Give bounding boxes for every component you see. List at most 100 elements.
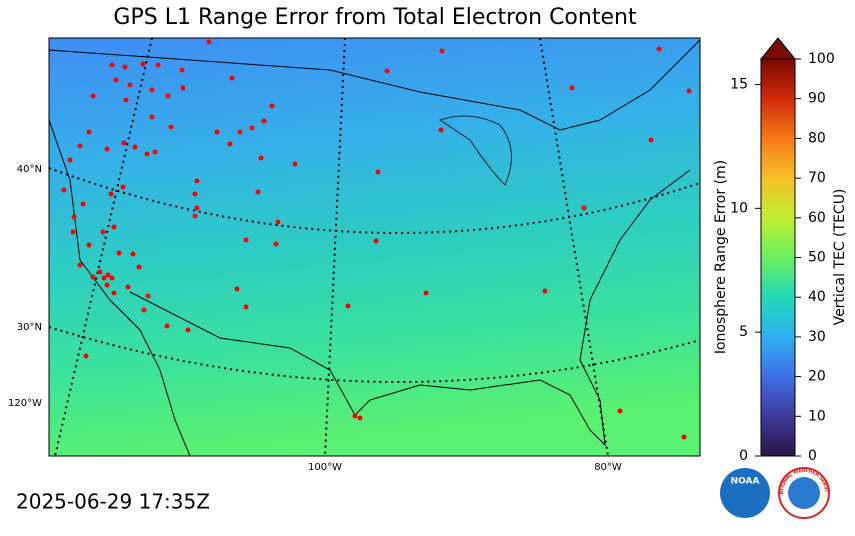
colorbar-tick-label: 40 — [808, 289, 826, 305]
colorbar-label: Vertical TEC (TECU) — [832, 189, 848, 326]
station — [384, 68, 390, 74]
station — [164, 323, 170, 329]
station — [86, 129, 92, 135]
station — [261, 118, 267, 124]
station — [168, 124, 174, 130]
station — [100, 229, 106, 235]
station — [227, 141, 233, 147]
colorbar-tick-label: 0 — [739, 448, 748, 464]
lon-label: 100°W — [308, 462, 342, 473]
station — [111, 224, 117, 230]
map-frame — [48, 37, 701, 457]
station — [125, 284, 131, 290]
station — [144, 151, 150, 157]
station — [71, 214, 77, 220]
station — [569, 85, 575, 91]
colorbar-tick-label: 10 — [808, 408, 826, 424]
station — [234, 286, 240, 292]
colorbar-tick-label: 50 — [808, 250, 826, 266]
colorbar-tick-label: 0 — [808, 448, 817, 464]
station — [101, 275, 107, 281]
station — [686, 88, 692, 94]
station — [275, 219, 281, 225]
station — [237, 129, 243, 135]
station — [86, 242, 92, 248]
station — [83, 353, 89, 359]
station — [269, 103, 275, 109]
station — [255, 189, 261, 195]
station — [179, 67, 185, 73]
colorbar-tick-label: 80 — [808, 130, 826, 146]
station — [581, 205, 587, 211]
lat-label: 30°N — [17, 322, 42, 333]
station — [185, 327, 191, 333]
nws-logo-inner — [788, 477, 820, 509]
station — [70, 229, 76, 235]
station — [145, 293, 151, 299]
station — [345, 303, 351, 309]
station — [438, 127, 444, 133]
station — [77, 143, 83, 149]
title: GPS L1 Range Error from Total Electron C… — [113, 5, 637, 30]
station — [542, 288, 548, 294]
station — [127, 82, 133, 88]
station — [373, 238, 379, 244]
station — [229, 75, 235, 81]
station — [656, 46, 662, 52]
noaa-logo — [720, 468, 770, 518]
station — [273, 241, 279, 247]
map — [49, 38, 700, 456]
station — [109, 275, 115, 281]
station — [108, 191, 114, 197]
station — [97, 269, 103, 275]
station — [249, 125, 255, 131]
station — [122, 64, 128, 70]
colorbar-tick-label: 10 — [730, 200, 748, 216]
station — [292, 161, 298, 167]
great-lakes — [439, 115, 512, 186]
station — [192, 213, 198, 219]
lon-label: 120°W — [8, 398, 42, 409]
station — [214, 129, 220, 135]
station — [77, 262, 83, 268]
station — [206, 39, 212, 45]
station — [243, 304, 249, 310]
timestamp: 2025-06-29 17:35Z — [16, 490, 210, 514]
station — [192, 191, 198, 197]
station — [258, 155, 264, 161]
station — [152, 149, 158, 155]
station — [194, 205, 200, 211]
graticule — [49, 38, 700, 456]
colorbar-tick-label: 15 — [730, 77, 748, 93]
tec-field — [49, 38, 700, 456]
colorbar-tick-label: 30 — [808, 329, 826, 345]
station — [90, 93, 96, 99]
station — [149, 87, 155, 93]
station — [141, 307, 147, 313]
station — [357, 415, 363, 421]
station — [243, 237, 249, 243]
station — [113, 77, 119, 83]
station — [439, 48, 445, 54]
station — [90, 274, 96, 280]
station — [116, 250, 122, 256]
station — [104, 146, 110, 152]
colorbar-tick-label: 5 — [739, 324, 748, 340]
station — [132, 144, 138, 150]
station — [109, 62, 115, 68]
colorbar-extend — [759, 37, 797, 60]
station — [681, 434, 687, 440]
station — [120, 184, 126, 190]
station — [155, 62, 161, 68]
noaa-text: NOAA — [731, 477, 760, 487]
station — [136, 264, 142, 270]
station — [165, 93, 171, 99]
station — [104, 282, 110, 288]
station — [648, 137, 654, 143]
station — [105, 272, 111, 278]
station — [352, 413, 358, 419]
station — [130, 251, 136, 257]
station — [140, 61, 146, 67]
station — [423, 290, 429, 296]
